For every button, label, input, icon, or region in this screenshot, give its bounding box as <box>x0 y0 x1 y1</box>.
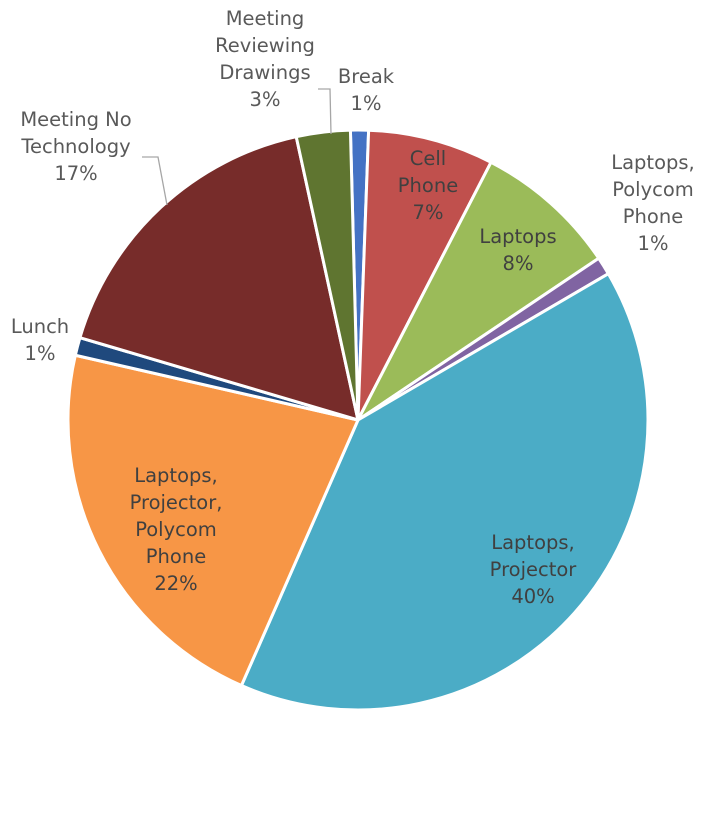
slice-label-line: Lunch <box>11 315 69 338</box>
slice-percent: 3% <box>250 88 281 111</box>
pie-slice-meeting-reviewing-drawings <box>294 128 360 422</box>
slice-percent: 8% <box>503 252 534 275</box>
pie-slice-meeting-no-technology <box>78 135 360 422</box>
slice-label-line: Drawings <box>219 61 310 84</box>
slice-labels: Break 1% Cell Phone 7% Laptops 8% Laptops, Polyc… <box>11 7 695 608</box>
slice-label-laptops-polycom-phone: Laptops, Polycom Phone 1% <box>611 151 695 255</box>
slice-label-line: Meeting <box>226 7 305 30</box>
slice-label-laptops-projector: Laptops, Projector 40% <box>490 531 578 608</box>
slice-percent: 1% <box>25 342 56 365</box>
slice-percent: 7% <box>413 201 444 224</box>
slice-label-line: Laptops, <box>611 151 695 174</box>
slice-percent: 40% <box>511 585 554 608</box>
slice-label-line: Laptops, <box>134 464 218 487</box>
slice-label-lunch: Lunch 1% <box>11 315 69 365</box>
slice-label-line: Polycom <box>135 518 217 541</box>
pie-slice-laptops-projector-polycom-phone <box>66 353 360 688</box>
pie-slice-laptops <box>356 160 601 422</box>
slice-label-laptops-projector-polycom-phone: Laptops, Projector, Polycom Phone 22% <box>130 464 223 595</box>
leader-lines <box>142 88 332 206</box>
slice-percent: 1% <box>351 92 382 115</box>
slice-label-meeting-reviewing-drawings: Meeting Reviewing Drawings 3% <box>215 7 315 111</box>
pie-slice-laptops-projector <box>239 272 650 712</box>
slice-label-line: Laptops, <box>491 531 575 554</box>
slice-label-break: Break 1% <box>338 65 395 115</box>
slice-label-line: Reviewing <box>215 34 315 57</box>
slice-percent: 22% <box>154 572 197 595</box>
slice-label-line: Phone <box>398 174 458 197</box>
pie-slices <box>66 128 650 712</box>
slice-label-line: Projector, <box>130 491 223 514</box>
slice-label-line: Cell <box>410 147 446 170</box>
slice-label-line: Break <box>338 65 395 88</box>
slice-label-laptops: Laptops 8% <box>479 225 556 275</box>
leader-line-meeting-reviewing-drawings <box>318 88 332 135</box>
leader-line-meeting-no-technology <box>142 156 168 206</box>
slice-label-line: Projector <box>490 558 578 581</box>
slice-label-line: Laptops <box>479 225 556 248</box>
slice-label-line: Phone <box>146 545 206 568</box>
slice-percent: 17% <box>54 162 97 185</box>
slice-label-cell-phone: Cell Phone 7% <box>398 147 458 224</box>
slice-label-line: Phone <box>623 205 683 228</box>
slice-label-line: Polycom <box>612 178 694 201</box>
pie-slice-cell-phone <box>356 128 493 422</box>
slice-label-line: Meeting No <box>20 108 131 131</box>
slice-percent: 1% <box>638 232 669 255</box>
slice-label-meeting-no-technology: Meeting No Technology 17% <box>20 108 131 185</box>
slice-label-line: Technology <box>20 135 130 158</box>
